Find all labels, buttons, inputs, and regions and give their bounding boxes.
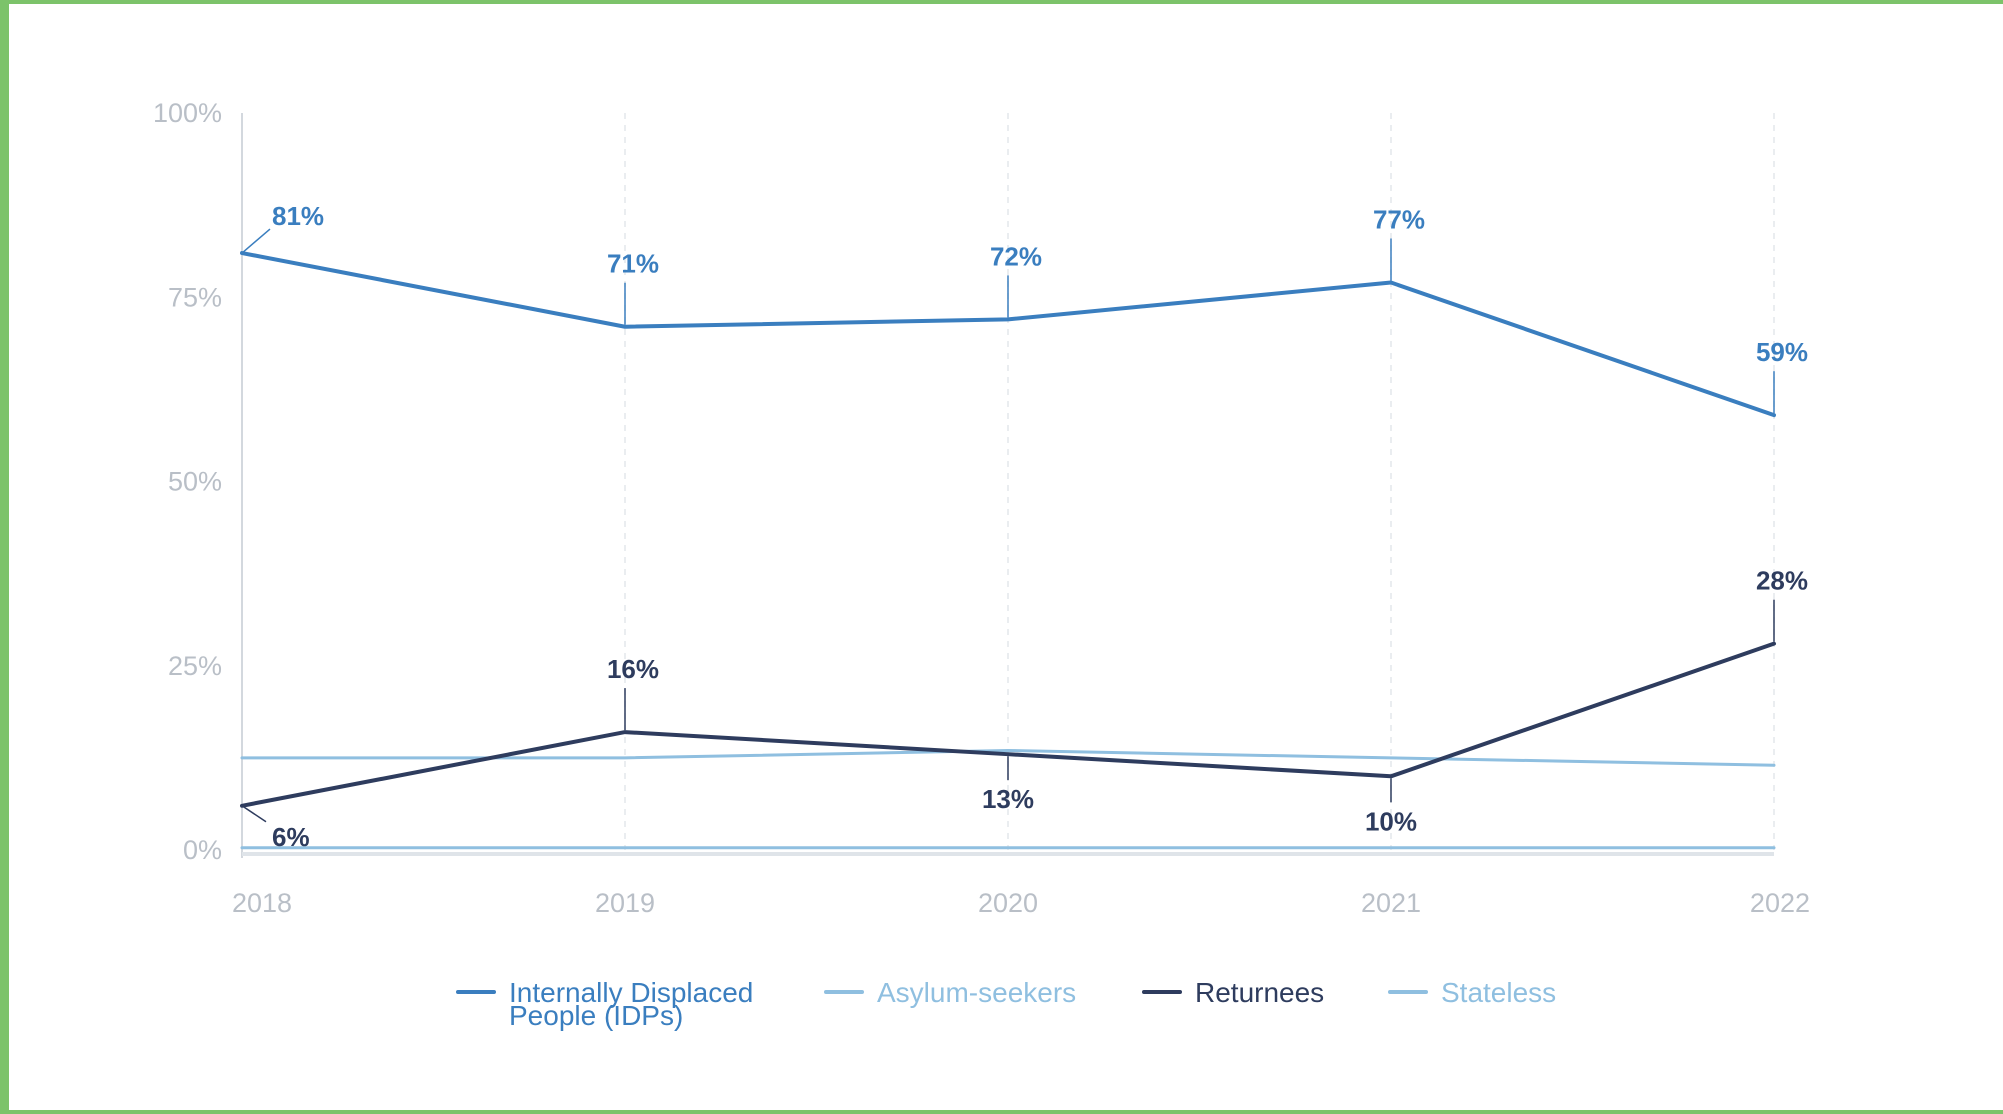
data-label: 81% — [272, 201, 324, 231]
legend-label: People (IDPs) — [509, 1000, 683, 1031]
grid-lines — [624, 113, 1775, 850]
x-tick-label: 2019 — [595, 888, 655, 918]
series-lines — [240, 251, 1776, 850]
y-tick-label: 100% — [153, 98, 222, 128]
data-labels: 81% 71% 72% 77% 59% 6% 16% 13% 10% 28% — [241, 201, 1808, 852]
data-label: 16% — [607, 654, 659, 684]
y-tick-label: 0% — [183, 835, 222, 865]
x-tick-label: 2020 — [978, 888, 1038, 918]
data-label: 77% — [1373, 205, 1425, 235]
y-tick-label: 75% — [168, 282, 222, 312]
legend-label: Returnees — [1195, 977, 1324, 1008]
series-line-returnees — [240, 641, 1776, 808]
leader-line — [241, 228, 271, 254]
legend-item: Stateless — [1388, 977, 1556, 1008]
legend-label: Asylum-seekers — [877, 977, 1076, 1008]
legend-label: Stateless — [1441, 977, 1556, 1008]
y-tick-label: 25% — [168, 651, 222, 681]
data-label: 71% — [607, 249, 659, 279]
series-line-idps — [240, 251, 1776, 418]
data-label: 10% — [1365, 806, 1417, 836]
leader-line — [241, 805, 267, 823]
y-tick-label: 50% — [168, 467, 222, 497]
data-label: 6% — [272, 822, 310, 852]
data-label: 59% — [1756, 337, 1808, 367]
x-tick-label: 2018 — [232, 888, 292, 918]
x-tick-label: 2022 — [1750, 888, 1810, 918]
legend-item: Asylum-seekers — [824, 977, 1076, 1008]
legend-label: Internally Displaced — [509, 977, 753, 1008]
x-tick-label: 2021 — [1361, 888, 1421, 918]
data-label: 72% — [990, 241, 1042, 271]
data-label: 28% — [1756, 566, 1808, 596]
legend-item: Returnees — [1142, 977, 1324, 1008]
axes: 0% 25% 50% 75% 100% 2018 2019 2020 2021 2022 — [153, 98, 1810, 918]
data-label: 13% — [982, 784, 1034, 814]
